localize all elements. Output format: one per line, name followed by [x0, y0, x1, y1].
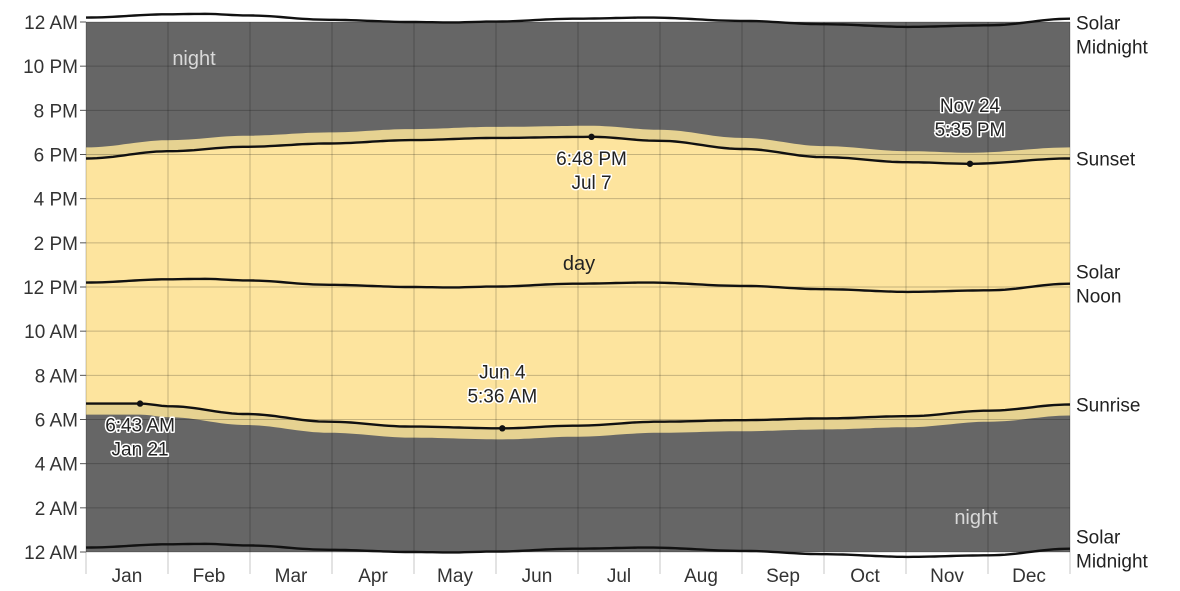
annotation-point: [136, 400, 144, 407]
grid-lines: [85, 21, 1071, 574]
series-labels: Solar Midnight Sunset Solar Noon Sunrise Solar…: [1076, 14, 1149, 573]
annotations: 6:43 AM Jan 21 Jun 4 5:36 AM 6:48 PM Jul 7 Nov…: [104, 94, 1007, 462]
y-tick-label: 8 PM: [34, 101, 78, 122]
annotation-label: 6:48 PM Jul 7: [556, 149, 627, 194]
x-tick-label: Jul: [607, 566, 631, 587]
y-tick-label: 12 AM: [24, 543, 78, 564]
day-label: day: [563, 253, 595, 275]
annotation-point: [499, 425, 506, 432]
sunset-curve: [85, 135, 1070, 165]
y-tick-label: 12 PM: [23, 278, 78, 299]
y-tick-label: 4 PM: [34, 190, 78, 211]
y-tick-label: 8 AM: [35, 366, 78, 387]
x-tick-label: Nov: [930, 566, 964, 587]
sunrise-label: Sunrise: [1076, 395, 1140, 416]
solar-noon-label: Solar Noon: [1076, 263, 1121, 308]
y-tick-label: 2 AM: [35, 499, 78, 520]
x-tick-label: Sep: [766, 566, 800, 587]
annotation-point: [966, 160, 974, 167]
x-tick-label: Jan: [112, 566, 143, 587]
y-tick-label: 12 AM: [24, 13, 78, 34]
region-labels: night day night: [172, 48, 998, 529]
x-tick-label: May: [437, 566, 473, 587]
annotation-label: Jun 4 5:36 AM: [467, 362, 537, 407]
y-tick-label: 2 PM: [34, 234, 78, 255]
solar-midnight-label-bottom: Solar Midnight: [1076, 528, 1149, 573]
x-tick-label: Feb: [193, 566, 226, 587]
annotation-point: [588, 133, 595, 141]
series-curves: [85, 12, 1071, 559]
solar-noon-curve: [85, 277, 1071, 294]
annotation-label: Nov 24 5:35 PM: [935, 96, 1006, 141]
sunrise-curve: [86, 402, 1071, 430]
night-label-top: night: [172, 48, 216, 70]
y-axis-ticks: 12 AM 2 AM 4 AM 6 AM 8 AM 10 AM 12 PM 2 PM 4 PM 6…: [23, 13, 86, 564]
sunset-label: Sunset: [1076, 149, 1136, 170]
y-tick-label: 6 AM: [35, 411, 78, 432]
y-tick-label: 10 AM: [24, 322, 78, 343]
x-tick-label: Mar: [275, 566, 308, 587]
solar-midnight-label-top: Solar Midnight: [1076, 14, 1149, 59]
night-label-bottom: night: [954, 507, 998, 529]
x-tick-label: Aug: [684, 566, 718, 587]
x-tick-label: Dec: [1012, 566, 1046, 587]
x-axis-ticks: Jan Feb Mar Apr May Jun Jul Aug Sep Oct Nov Dec: [112, 566, 1046, 587]
x-tick-label: Oct: [850, 566, 880, 587]
x-tick-label: Jun: [522, 566, 553, 587]
x-tick-label: Apr: [358, 566, 388, 587]
y-tick-label: 6 PM: [34, 146, 78, 167]
y-tick-label: 4 AM: [35, 455, 78, 476]
y-tick-label: 10 PM: [23, 57, 78, 78]
solar-midnight-bottom-curve: [85, 542, 1071, 559]
solar-midnight-top-curve: [85, 12, 1071, 29]
annotation-label: 6:43 AM Jan 21: [105, 416, 175, 461]
